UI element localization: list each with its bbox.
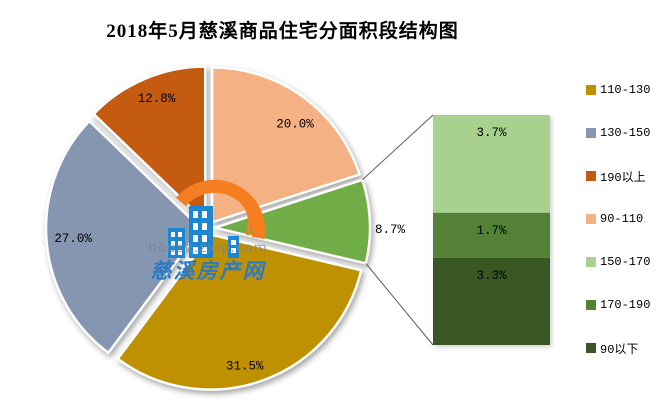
pie-group [44,65,372,391]
pie-slice-pct-label: 8.7% [375,223,406,237]
legend-swatch [586,214,596,224]
pie-labels: 20.0% 8.7% 31.5% 27.0% 12.8% [54,92,405,374]
legend-swatch [586,300,596,310]
legend-item-130-150: 130-150 [586,126,651,140]
chart-title: 2018年5月慈溪商品住宅分面积段结构图 [106,21,459,42]
pie-slice-pct-label: 12.8% [138,92,176,106]
pie-slice-pct-label: 27.0% [54,232,92,246]
legend-item-170-190: 170-190 [586,298,651,312]
legend-swatch [586,343,596,353]
breakout-bar-labels: 3.7% 1.7% 3.3% [476,126,507,283]
legend-item-150-170: 150-170 [586,255,651,269]
legend-swatch [586,171,596,181]
legend-label: 110-130 [600,83,651,97]
bar-segment-170-190 [433,212,550,258]
breakout-bar [433,115,550,345]
legend-label: 170-190 [600,298,651,312]
legend-item-90-110: 90-110 [586,212,650,226]
pie-slice-breakout-group [210,178,372,265]
bar-segment-pct-label: 3.7% [476,126,507,140]
legend-item-190以上: 190以上 [586,170,650,185]
bar-segment-150-170 [433,115,550,213]
legend-item-110-130: 110-130 [586,83,651,97]
legend: 110-130 130-150 190以上 90-110 150-170 170-190 9… [586,83,651,357]
legend-label: 90-110 [600,212,644,226]
legend-label: 90以下 [600,342,639,357]
breakout-connector-bottom [365,263,434,346]
bar-segment-pct-label: 3.3% [476,269,507,283]
breakout-connector-top [362,114,434,181]
legend-label: 130-150 [600,126,651,140]
bar-segment-pct-label: 1.7% [476,224,507,238]
legend-swatch [586,257,596,267]
legend-swatch [586,85,596,95]
pie-slice-110-130 [115,233,363,391]
legend-label: 150-170 [600,255,651,269]
bar-segment-90以下 [433,257,550,345]
pie-slice-pct-label: 20.0% [276,118,314,132]
legend-swatch [586,128,596,138]
legend-label: 190以上 [600,170,646,185]
legend-item-90以下: 90以下 [586,342,650,357]
pie-slice-130-150 [44,119,203,355]
pie-slice-pct-label: 31.5% [226,360,264,374]
